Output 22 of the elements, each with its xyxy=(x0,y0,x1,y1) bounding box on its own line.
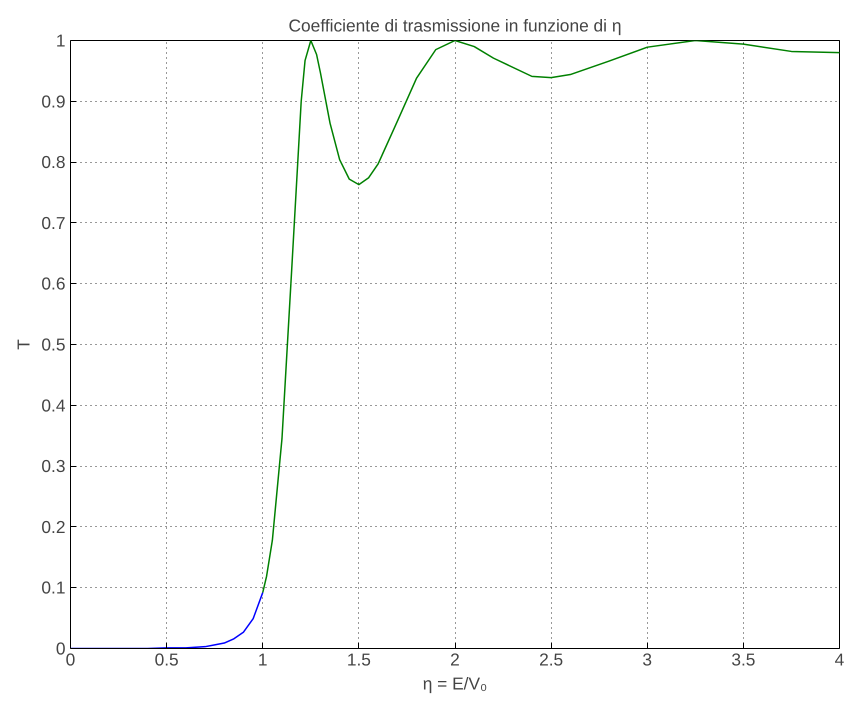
y-tick-label: 0.7 xyxy=(41,212,66,233)
x-tick-label: 1.5 xyxy=(346,650,371,670)
x-tick-label: 3 xyxy=(642,650,652,670)
x-tick-label: 0.5 xyxy=(154,650,179,670)
y-tick-label: 0.6 xyxy=(41,274,66,294)
y-tick-label: 0.4 xyxy=(41,395,66,416)
y-tick-label: 0.8 xyxy=(41,152,66,172)
y-tick-label: 0.1 xyxy=(41,578,66,598)
x-tick-label: 2.5 xyxy=(539,650,564,670)
y-tick-label: 0.9 xyxy=(41,91,66,112)
y-tick-label: 0.5 xyxy=(41,334,66,354)
x-axis-title: η = E/V₀ xyxy=(422,674,488,694)
y-tick-label: 0.3 xyxy=(41,456,66,476)
y-axis-title: T xyxy=(13,338,34,350)
x-tick-label: 3.5 xyxy=(731,650,756,670)
x-tick-label: 2 xyxy=(450,650,460,670)
y-tick-label: 1 xyxy=(56,30,66,50)
y-tick-label: 0.2 xyxy=(41,516,66,537)
chart-title: Coefficiente di trasmissione in funzione di η xyxy=(288,16,622,36)
x-tick-label: 4 xyxy=(834,650,845,670)
x-tick-label: 1 xyxy=(258,650,268,670)
line-series xyxy=(262,40,840,594)
